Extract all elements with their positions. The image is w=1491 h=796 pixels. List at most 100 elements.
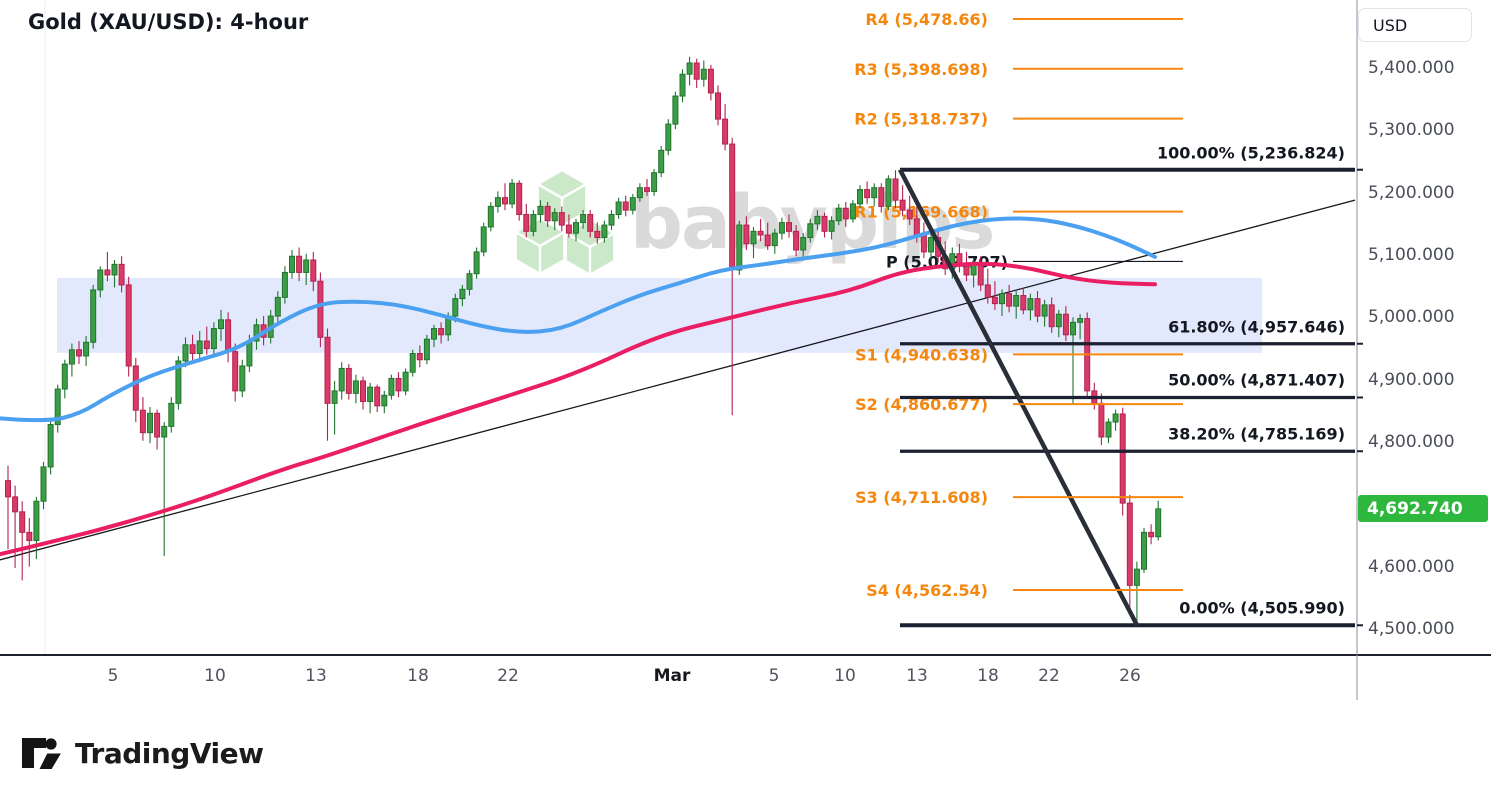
candle (459, 284, 466, 307)
candle (622, 195, 629, 217)
candle (864, 181, 871, 204)
candle (814, 210, 821, 231)
candle (999, 289, 1005, 317)
candle (494, 191, 501, 213)
candle (1126, 494, 1133, 613)
rising-trendline[interactable] (0, 199, 1356, 561)
candle (516, 180, 523, 221)
pivot-label-S4: S4 (4,562.54) (866, 581, 988, 600)
candle (203, 326, 210, 355)
price-axis-label: 5,200.000 (1368, 182, 1455, 203)
candle (1020, 287, 1027, 315)
candle (281, 266, 288, 304)
candle (722, 104, 729, 151)
candle (1070, 317, 1076, 405)
pivot-label-R2: R2 (5,318.737) (854, 110, 988, 129)
candle (587, 210, 594, 238)
candle (90, 284, 97, 349)
candle (771, 228, 778, 254)
candle (558, 206, 565, 232)
candle (1055, 309, 1062, 338)
time-axis-label: 18 (407, 666, 429, 686)
candle (1006, 284, 1013, 313)
price-axis-label: 5,000.000 (1368, 307, 1455, 328)
pivot-label-S3: S3 (4,711.608) (855, 488, 988, 507)
pivot-label-S2: S2 (4,860.677) (855, 395, 988, 414)
candle (76, 341, 82, 365)
time-axis-label: 10 (834, 666, 856, 686)
candle (374, 384, 381, 413)
time-axis-label: 18 (977, 666, 999, 686)
candle (139, 397, 146, 441)
price-axis-label: 4,800.000 (1368, 432, 1455, 452)
candle (111, 259, 118, 288)
candle (5, 465, 11, 550)
fib-anchor-trendline[interactable] (898, 168, 1139, 627)
candle (885, 175, 892, 211)
candle (615, 197, 622, 219)
candle (395, 372, 402, 398)
candle (1148, 524, 1155, 545)
candle (707, 64, 714, 101)
candle (345, 364, 352, 400)
candle (33, 496, 40, 560)
candle (338, 362, 345, 400)
candle (906, 195, 913, 226)
tradingview-logo[interactable]: TradingView (22, 736, 264, 770)
time-axis-label: 26 (1119, 666, 1141, 686)
candlestick-series (5, 56, 1162, 626)
candle (686, 56, 693, 86)
candle (26, 518, 33, 567)
candle (196, 331, 203, 363)
babypips-watermark: babypips (630, 180, 995, 266)
candle (61, 359, 68, 399)
candle (651, 168, 658, 196)
candle (147, 407, 153, 444)
candle (1041, 299, 1048, 327)
time-axis-label: 5 (768, 666, 780, 686)
candle (324, 328, 331, 441)
candle (1062, 306, 1069, 342)
candle (892, 170, 899, 209)
candle (530, 210, 537, 237)
candle (189, 334, 196, 361)
currency-selector-button[interactable]: USD (1358, 8, 1472, 42)
candle (274, 291, 281, 323)
candle (317, 272, 324, 348)
candle (480, 222, 487, 257)
price-axis-label: 4,900.000 (1368, 369, 1455, 390)
candle (899, 185, 906, 217)
candle (154, 409, 161, 450)
candle (580, 210, 587, 229)
candle (793, 225, 800, 257)
time-axis-label: Mar (653, 666, 691, 686)
candle (857, 185, 863, 209)
price-axis-label: 5,100.000 (1368, 245, 1455, 265)
candle (509, 178, 516, 209)
candle (658, 145, 665, 178)
moving-average-slow[interactable] (0, 261, 1157, 557)
candle (750, 226, 757, 259)
candle (729, 137, 736, 416)
candle (743, 216, 750, 251)
candle (225, 312, 232, 363)
candle (1155, 500, 1162, 541)
candle (310, 251, 317, 292)
moving-average-fast[interactable] (0, 216, 1157, 423)
pivot-label-R3: R3 (5,398.698) (854, 60, 988, 79)
candle (12, 485, 19, 568)
candle (409, 349, 416, 377)
candle (1013, 291, 1020, 319)
candle (757, 218, 764, 242)
price-axis-label: 5,300.000 (1368, 120, 1455, 141)
candle (289, 250, 295, 279)
candle (232, 343, 239, 402)
candle (438, 322, 445, 344)
candle (97, 266, 104, 298)
candle (1077, 314, 1084, 340)
tradingview-logo-icon (22, 738, 61, 770)
candle (928, 231, 934, 260)
candle (636, 183, 643, 203)
